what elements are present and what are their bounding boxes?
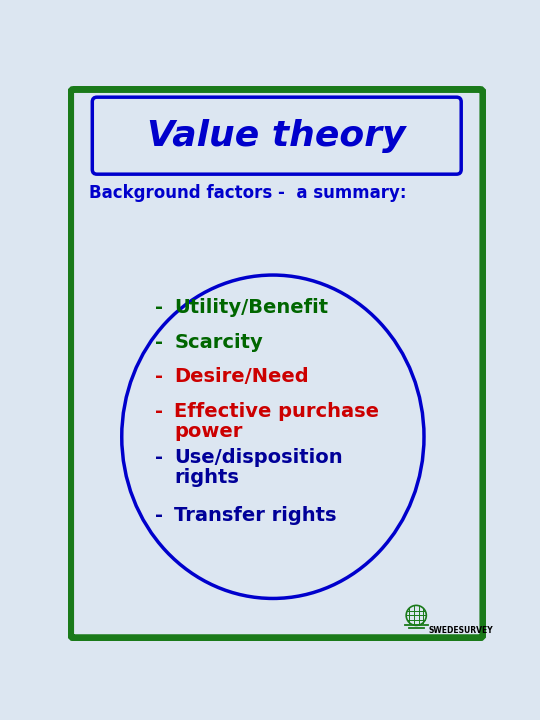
Text: -: -	[155, 298, 163, 317]
Text: power: power	[174, 422, 243, 441]
Text: -: -	[155, 333, 163, 352]
Text: -: -	[155, 506, 163, 525]
Text: Scarcity: Scarcity	[174, 333, 263, 352]
FancyBboxPatch shape	[71, 89, 483, 638]
Text: Transfer rights: Transfer rights	[174, 506, 337, 525]
Ellipse shape	[122, 275, 424, 598]
Text: -: -	[155, 367, 163, 387]
Text: Use/disposition: Use/disposition	[174, 449, 343, 467]
Text: -: -	[155, 402, 163, 421]
Text: Value theory: Value theory	[147, 120, 406, 153]
Text: Background factors -  a summary:: Background factors - a summary:	[89, 184, 407, 202]
Text: rights: rights	[174, 468, 239, 487]
Text: Desire/Need: Desire/Need	[174, 367, 309, 387]
Text: Utility/Benefit: Utility/Benefit	[174, 298, 328, 317]
Text: SWEDESURVEY: SWEDESURVEY	[429, 626, 493, 635]
FancyBboxPatch shape	[92, 97, 461, 174]
Text: -: -	[155, 449, 163, 467]
Text: Effective purchase: Effective purchase	[174, 402, 380, 421]
